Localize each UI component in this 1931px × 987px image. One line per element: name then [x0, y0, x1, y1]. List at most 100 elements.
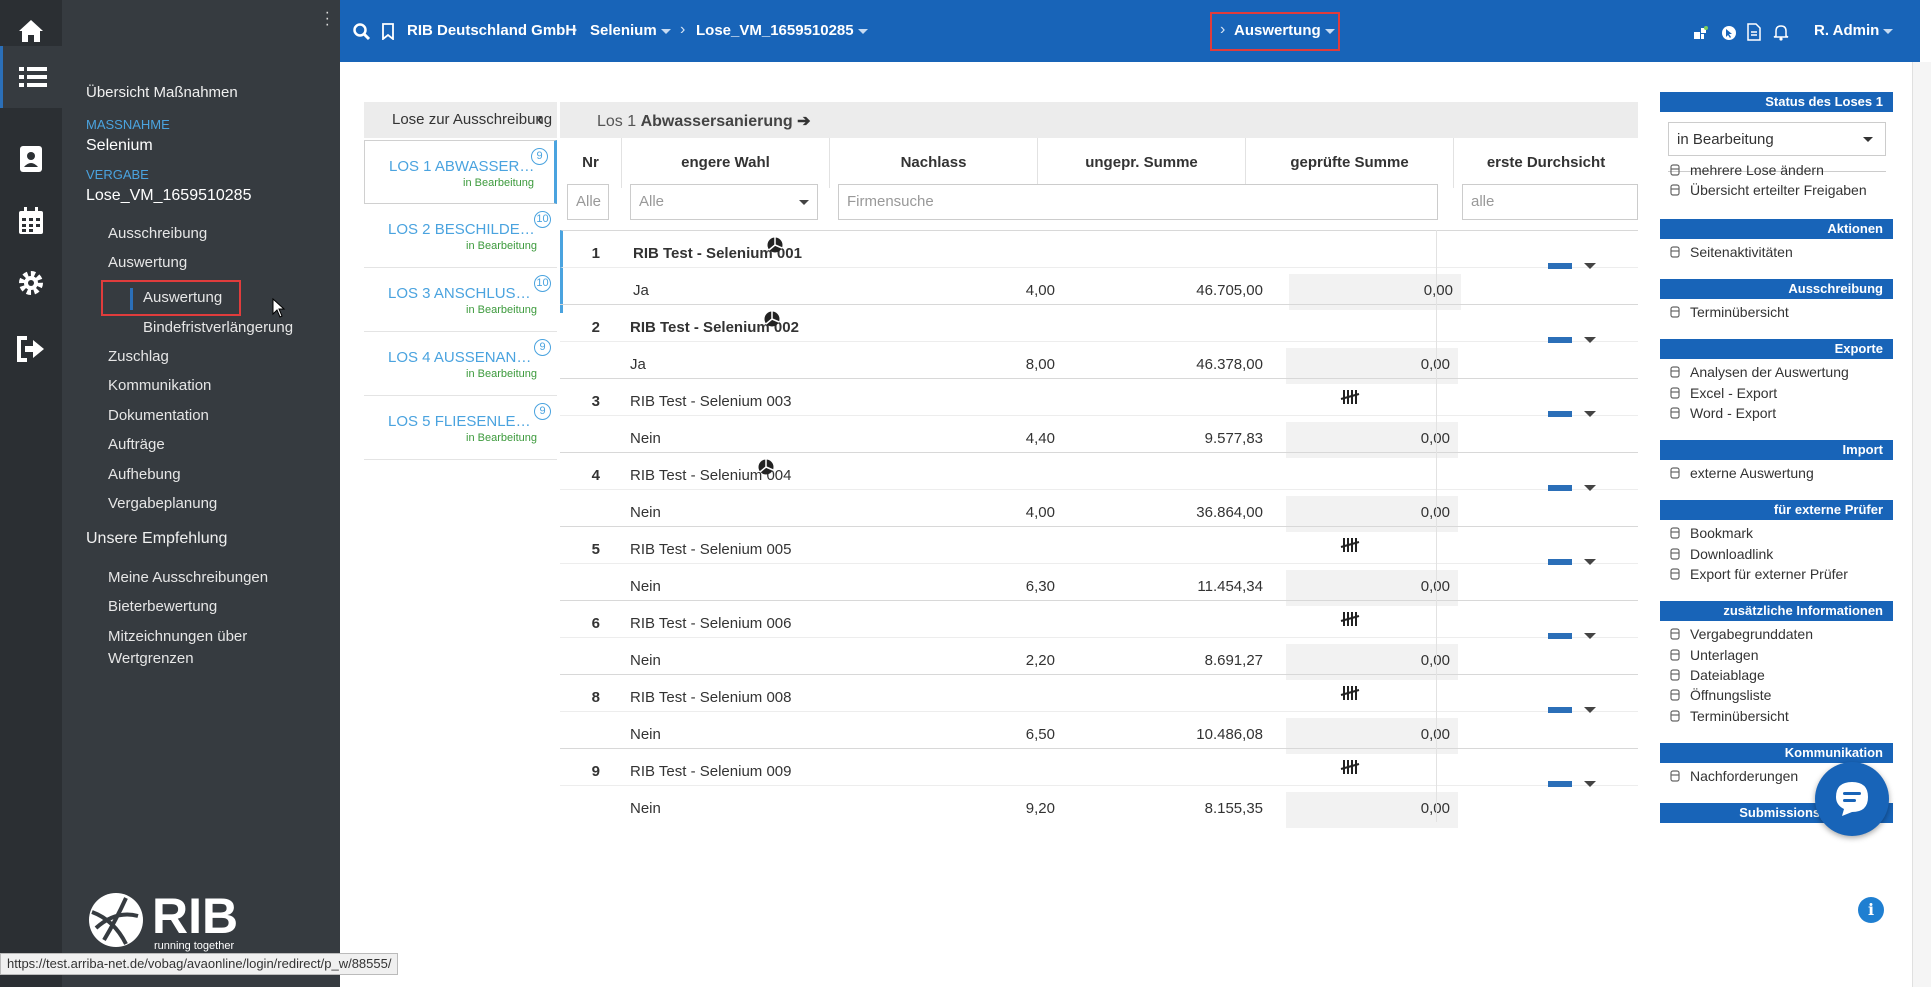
- lose-item-2[interactable]: LOS 2 BESCHILDERUNG in Bearbeitung 10: [364, 204, 557, 268]
- durchsicht-status-bar[interactable]: [1548, 781, 1572, 787]
- bidder-name[interactable]: RIB Test - Selenium 001: [633, 245, 802, 262]
- table-row[interactable]: 6 RIB Test - Selenium 006: [560, 600, 1638, 646]
- arrow-right-icon[interactable]: ➔: [797, 113, 811, 130]
- panel-link[interactable]: Excel - Export: [1670, 385, 1777, 401]
- table-row[interactable]: 4 RIB Test - Selenium 004: [560, 452, 1638, 498]
- status-select[interactable]: in Bearbeitung: [1668, 122, 1886, 156]
- more-vertical-icon[interactable]: · · ·: [324, 4, 330, 33]
- collapse-chevron-icon[interactable]: ‹: [537, 109, 543, 129]
- calendar-icon[interactable]: [0, 190, 62, 252]
- chevron-down-icon[interactable]: [1584, 263, 1596, 269]
- chevron-down-icon[interactable]: [1584, 485, 1596, 491]
- col-header-gepruefte-summe[interactable]: geprüfte Summe: [1246, 138, 1454, 188]
- logout-icon[interactable]: [0, 318, 62, 380]
- col-header-nr[interactable]: Nr: [560, 138, 622, 188]
- panel-link[interactable]: Bookmark: [1670, 525, 1753, 541]
- vergabe-value[interactable]: Lose_VM_1659510285: [86, 187, 252, 204]
- info-icon[interactable]: i: [1858, 897, 1884, 923]
- sidebar-item-kommunikation[interactable]: Kommunikation: [108, 377, 212, 394]
- table-row[interactable]: 5 RIB Test - Selenium 005: [560, 526, 1638, 572]
- sidebar-item-auftraege[interactable]: Aufträge: [108, 436, 165, 453]
- durchsicht-status-bar[interactable]: [1548, 559, 1572, 565]
- col-header-ungepr-summe[interactable]: ungepr. Summe: [1038, 138, 1246, 188]
- page-scrollbar[interactable]: [1912, 62, 1931, 987]
- chevron-down-icon[interactable]: [1584, 633, 1596, 639]
- breadcrumb-company[interactable]: RIB Deutschland GmbH: [407, 22, 577, 39]
- sidebar-item-meine-ausschreibungen[interactable]: Meine Ausschreibungen: [108, 569, 269, 586]
- breadcrumb-massnahme[interactable]: Selenium: [590, 22, 671, 39]
- filter-erste-durchsicht[interactable]: alle: [1462, 184, 1638, 220]
- col-header-erste-durchsicht[interactable]: erste Durchsicht: [1486, 154, 1606, 171]
- filter-engere-wahl[interactable]: Alle: [630, 184, 818, 220]
- panel-link[interactable]: Terminübersicht: [1670, 708, 1789, 724]
- pie-icon[interactable]: [758, 459, 774, 475]
- sidebar-item-auswertung[interactable]: Auswertung: [108, 254, 188, 271]
- gepruefte-summe-value[interactable]: 0,00: [1286, 792, 1458, 828]
- panel-link[interactable]: Nachforderungen: [1670, 768, 1798, 784]
- tally-icon[interactable]: [1340, 759, 1360, 775]
- tally-icon[interactable]: [1340, 537, 1360, 553]
- chevron-down-icon[interactable]: [1584, 707, 1596, 713]
- bidder-name[interactable]: RIB Test - Selenium 005: [630, 541, 792, 558]
- table-row[interactable]: 9 RIB Test - Selenium 009: [560, 748, 1638, 794]
- lose-item-5[interactable]: LOS 5 FLIESENLEGER in Bearbeitung 9: [364, 396, 557, 460]
- durchsicht-status-bar[interactable]: [1548, 633, 1572, 639]
- panel-link[interactable]: Downloadlink: [1670, 546, 1773, 562]
- sidebar-subitem-bindefrist[interactable]: Bindefristverlängerung: [143, 319, 294, 336]
- sidebar-subitem-auswertung[interactable]: Auswertung: [143, 289, 223, 306]
- filter-nr[interactable]: Alle: [567, 184, 609, 220]
- durchsicht-status-bar[interactable]: [1548, 263, 1572, 269]
- lose-item-4[interactable]: LOS 4 AUSSENANLAGEN in Bearbeitung 9: [364, 332, 557, 396]
- sidebar-item-dokumentation[interactable]: Dokumentation: [108, 407, 209, 424]
- search-icon[interactable]: [353, 23, 371, 41]
- bidder-name[interactable]: RIB Test - Selenium 003: [630, 393, 792, 410]
- bidder-name[interactable]: RIB Test - Selenium 008: [630, 689, 792, 706]
- apps-icon[interactable]: [1693, 25, 1709, 41]
- table-row[interactable]: 8 RIB Test - Selenium 008: [560, 674, 1638, 720]
- bidder-name[interactable]: RIB Test - Selenium 006: [630, 615, 792, 632]
- panel-link[interactable]: Öffnungsliste: [1670, 687, 1771, 703]
- chevron-down-icon[interactable]: [1584, 337, 1596, 343]
- breadcrumb-vergabe[interactable]: Lose_VM_1659510285: [696, 22, 868, 39]
- massnahme-value[interactable]: Selenium: [86, 137, 153, 154]
- durchsicht-status-bar[interactable]: [1548, 337, 1572, 343]
- panel-link[interactable]: Unterlagen: [1670, 647, 1759, 663]
- breadcrumb-auswertung[interactable]: Auswertung: [1234, 22, 1335, 39]
- contact-card-icon[interactable]: [0, 128, 62, 190]
- panel-link[interactable]: Terminübersicht: [1670, 304, 1789, 320]
- col-header-engere-wahl[interactable]: engere Wahl: [622, 138, 830, 188]
- lose-item-3[interactable]: LOS 3 ANSCHLUSSARBEITEN in Bearbeitung 1…: [364, 268, 557, 332]
- durchsicht-status-bar[interactable]: [1548, 411, 1572, 417]
- chat-button[interactable]: [1815, 762, 1889, 836]
- panel-link[interactable]: Vergabegrunddaten: [1670, 626, 1813, 642]
- chevron-down-icon[interactable]: [1584, 411, 1596, 417]
- tally-icon[interactable]: [1340, 389, 1360, 405]
- tally-icon[interactable]: [1340, 685, 1360, 701]
- gear-icon[interactable]: [0, 252, 62, 314]
- tally-icon[interactable]: [1340, 611, 1360, 627]
- user-menu[interactable]: R. Admin: [1814, 22, 1894, 39]
- panel-link[interactable]: Word - Export: [1670, 405, 1776, 421]
- sidebar-item-bieterbewertung[interactable]: Bieterbewertung: [108, 598, 218, 615]
- cursor-app-icon[interactable]: [1721, 25, 1737, 41]
- sidebar-item-mitzeichnungen[interactable]: Mitzeichnungen über: [108, 628, 248, 645]
- document-icon[interactable]: [1746, 23, 1762, 41]
- bidder-name[interactable]: RIB Test - Selenium 002: [630, 319, 799, 336]
- panel-link[interactable]: Analysen der Auswertung: [1670, 364, 1849, 380]
- sidebar-item-ausschreibung[interactable]: Ausschreibung: [108, 225, 208, 242]
- pie-icon[interactable]: [764, 311, 780, 327]
- table-row[interactable]: 1 RIB Test - Selenium 001: [560, 230, 1638, 276]
- table-row[interactable]: 3 RIB Test - Selenium 003: [560, 378, 1638, 424]
- firmensuche-input[interactable]: Firmensuche: [838, 184, 1438, 220]
- bidder-name[interactable]: RIB Test - Selenium 009: [630, 763, 792, 780]
- sidebar-item-vergabeplanung[interactable]: Vergabeplanung: [108, 495, 218, 512]
- durchsicht-status-bar[interactable]: [1548, 707, 1572, 713]
- home-icon[interactable]: [0, 0, 62, 62]
- table-row[interactable]: 2 RIB Test - Selenium 002: [560, 304, 1638, 350]
- sidebar-overview-link[interactable]: Übersicht Maßnahmen: [86, 84, 238, 101]
- durchsicht-status-bar[interactable]: [1548, 485, 1572, 491]
- panel-link[interactable]: Export für externer Prüfer: [1670, 566, 1848, 582]
- col-header-nachlass[interactable]: Nachlass: [830, 138, 1038, 188]
- bell-icon[interactable]: [1773, 23, 1789, 41]
- chevron-down-icon[interactable]: [1584, 559, 1596, 565]
